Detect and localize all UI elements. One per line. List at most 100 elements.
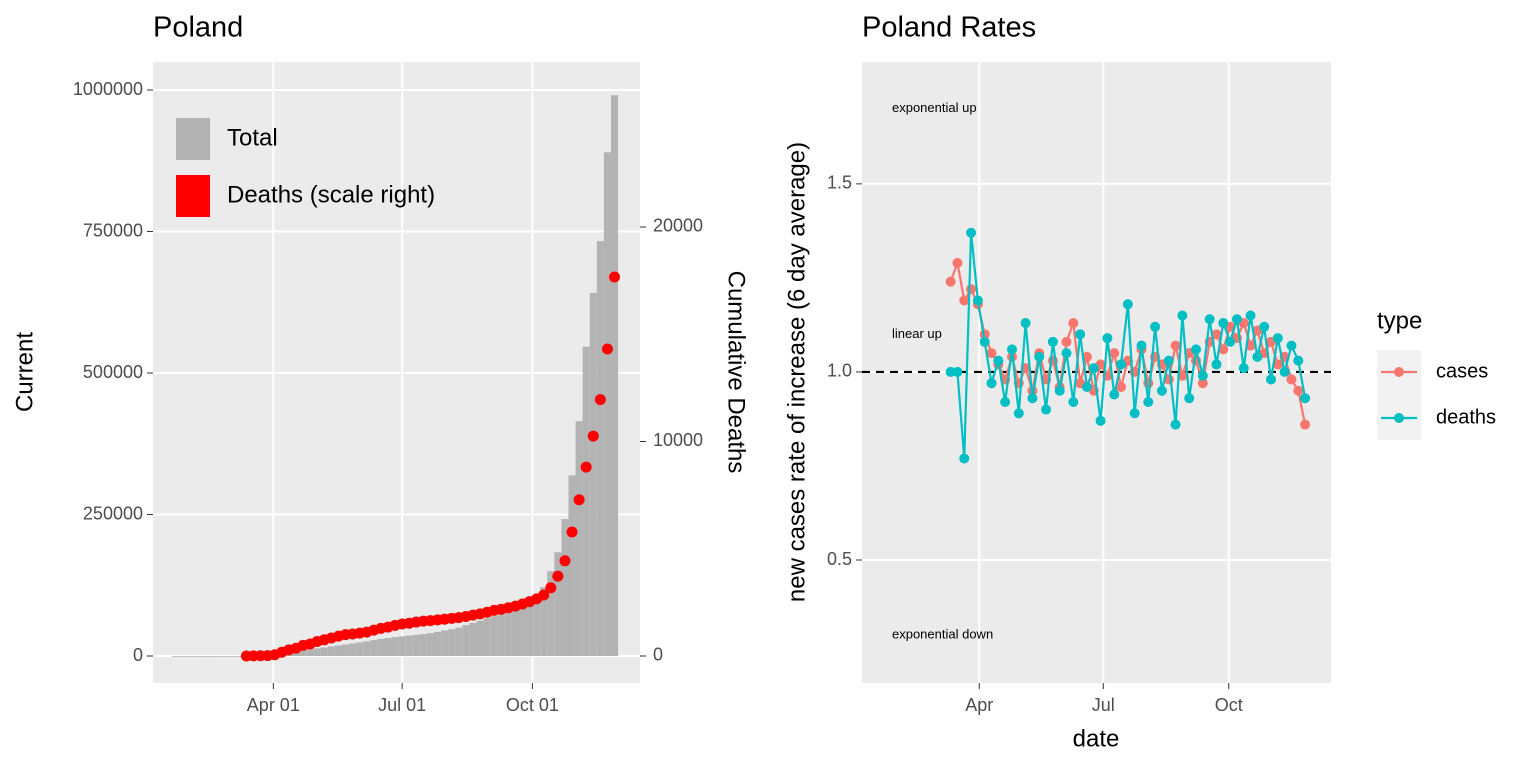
rate-point: [1143, 397, 1154, 408]
rate-point: [1061, 348, 1072, 359]
bar: [448, 629, 456, 657]
rate-point: [1272, 333, 1283, 344]
rate-point: [1245, 310, 1256, 321]
rate-point: [945, 276, 956, 287]
rate-point: [1279, 366, 1290, 377]
bar: [370, 640, 378, 657]
rate-point: [952, 366, 963, 377]
rate-point: [1150, 321, 1161, 332]
bar: [533, 598, 541, 657]
x-tick-label: Apr: [965, 695, 993, 715]
bar: [313, 648, 321, 657]
rate-point: [1272, 359, 1283, 370]
rate-point: [1095, 415, 1106, 426]
rate-point: [1197, 378, 1208, 389]
bar: [334, 645, 342, 657]
legend-label: Total: [227, 124, 278, 151]
rate-point: [972, 295, 983, 306]
y-tick-label: 750000: [83, 220, 143, 240]
bar: [434, 631, 442, 657]
y-tick-label: 0.5: [827, 549, 852, 569]
rate-point: [1197, 370, 1208, 381]
annotation: linear up: [892, 326, 942, 341]
bar: [179, 656, 187, 657]
x-tick-label: Oct: [1215, 695, 1243, 715]
rate-point: [1300, 393, 1311, 404]
rate-point: [1286, 340, 1297, 351]
y2-tick-label: 0: [653, 645, 663, 665]
rate-point: [1259, 321, 1270, 332]
rate-point: [1156, 385, 1167, 396]
rate-point: [1122, 299, 1133, 310]
rate-point: [1184, 393, 1195, 404]
bar: [610, 95, 619, 657]
y-tick-label: 1.5: [827, 173, 852, 193]
rate-point: [1000, 397, 1011, 408]
death-point: [587, 430, 599, 442]
rate-point: [1177, 310, 1188, 321]
x-tick-label: Jul 01: [378, 695, 426, 715]
death-point: [559, 555, 571, 567]
y-tick-label: 1000000: [73, 79, 143, 99]
death-point: [538, 589, 550, 601]
rate-point: [1054, 385, 1065, 396]
rate-point: [1286, 374, 1297, 385]
bar: [384, 638, 392, 657]
rate-point: [959, 453, 970, 464]
legend-label: Deaths (scale right): [227, 181, 435, 208]
bar: [490, 616, 498, 657]
rate-point: [966, 284, 977, 295]
rate-point: [1170, 340, 1181, 351]
death-point: [552, 570, 564, 582]
bar: [391, 637, 399, 657]
bar: [462, 625, 470, 657]
rate-point: [1068, 318, 1079, 329]
y-tick-label: 0: [133, 645, 143, 665]
bar: [398, 636, 406, 657]
bar: [356, 642, 364, 657]
death-point: [545, 582, 557, 594]
bar: [349, 643, 357, 657]
rate-point: [1116, 381, 1127, 392]
x-tick-label: Jul: [1092, 695, 1115, 715]
bar: [193, 656, 201, 657]
annotation: exponential up: [892, 100, 977, 115]
death-point: [573, 494, 585, 506]
bar: [186, 656, 194, 657]
rate-point: [979, 336, 990, 347]
rate-point: [1136, 340, 1147, 351]
death-point: [609, 271, 621, 283]
x-tick-label: Oct 01: [506, 695, 559, 715]
x-axis-title: date: [1073, 725, 1120, 752]
bar: [207, 656, 215, 657]
annotation: exponential down: [892, 627, 993, 642]
rate-point: [1006, 344, 1017, 355]
rate-point: [1191, 344, 1202, 355]
rate-point: [1211, 359, 1222, 370]
legend-background: [1377, 350, 1421, 440]
bar: [228, 656, 236, 657]
bar: [221, 656, 229, 657]
bar: [526, 603, 534, 657]
y2-axis-title: Cumulative Deaths: [723, 271, 750, 474]
rate-point: [1027, 393, 1038, 404]
bar: [518, 605, 527, 657]
bar: [504, 611, 512, 657]
rate-point: [1293, 385, 1304, 396]
bar: [568, 475, 576, 657]
legend-key: [176, 118, 210, 160]
bar: [561, 519, 569, 657]
rate-point: [1218, 318, 1229, 329]
legend-key: [176, 175, 210, 217]
bar: [235, 655, 243, 657]
rate-point: [986, 348, 997, 359]
bar: [469, 622, 477, 657]
y-tick-label: 500000: [83, 362, 143, 382]
rate-point: [1129, 408, 1140, 419]
rate-point: [1109, 348, 1120, 359]
rate-point: [1231, 314, 1242, 325]
rate-point: [1163, 355, 1174, 366]
rate-point: [1109, 389, 1120, 400]
rate-point: [1177, 370, 1188, 381]
bar: [483, 618, 491, 657]
